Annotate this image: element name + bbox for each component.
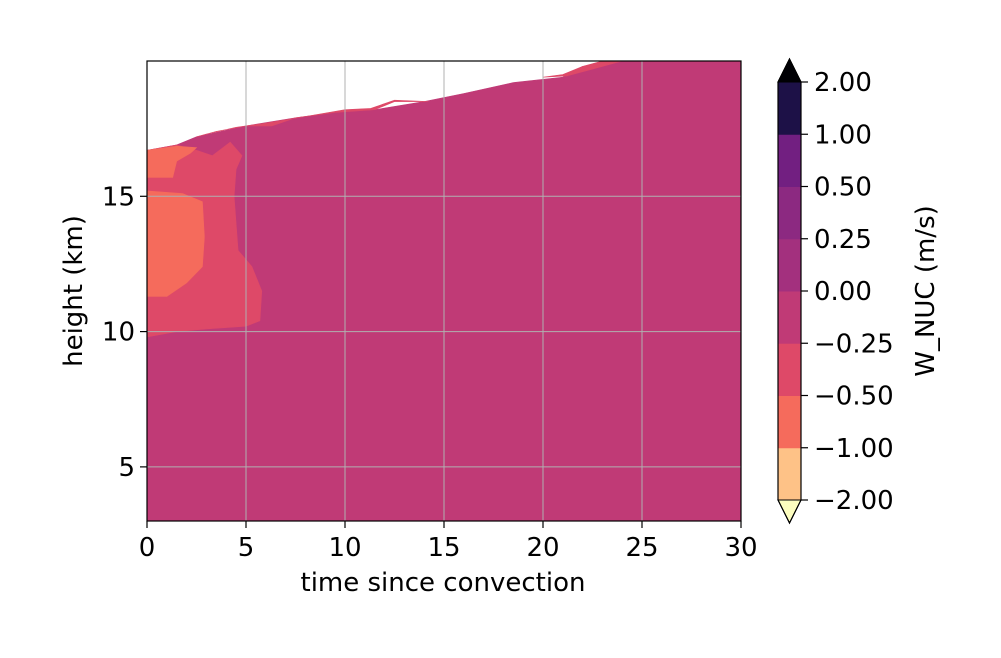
colorbar-segment xyxy=(778,447,801,501)
colorbar-segment xyxy=(778,186,801,240)
x-tick-label: 15 xyxy=(427,533,460,563)
colorbar-tick-label: −0.50 xyxy=(814,382,894,412)
contour-region-5 xyxy=(147,145,198,178)
y-tick-label: 5 xyxy=(118,453,135,483)
colorbar-segment xyxy=(778,82,801,135)
grid-lines xyxy=(147,61,741,521)
colorbar-extend-low xyxy=(777,499,802,525)
colorbar-segment xyxy=(778,343,801,396)
y-axis-ticks: 5 10 15 xyxy=(102,182,147,483)
colorbar-tick-label: 0.50 xyxy=(814,173,872,203)
contour-region-3 xyxy=(542,61,623,78)
x-tick-label: 20 xyxy=(526,533,559,563)
colorbar-tick-label: 0.25 xyxy=(814,225,872,255)
colorbar-segment xyxy=(778,238,801,292)
y-axis-label: height (km) xyxy=(59,215,89,367)
colorbar-tick-label: 2.00 xyxy=(814,68,872,98)
x-tick-label: 10 xyxy=(328,533,361,563)
colorbar-segment xyxy=(778,395,801,449)
colorbar-tick-label: −0.25 xyxy=(814,329,894,359)
x-tick-label: 30 xyxy=(724,533,757,563)
colorbar-tick-label: 0.00 xyxy=(814,277,872,307)
x-tick-label: 5 xyxy=(238,533,255,563)
y-tick-label: 10 xyxy=(102,318,135,348)
x-tick-label: 25 xyxy=(625,533,658,563)
contour-region-4 xyxy=(147,190,205,297)
colorbar: −2.00 −1.00 −0.50 −0.25 0.00 0.25 0.50 1.00 2.00 xyxy=(777,57,894,525)
colorbar-segment xyxy=(778,134,801,187)
colorbar-extend-high xyxy=(777,57,802,83)
colorbar-tick-label: −2.00 xyxy=(814,486,894,516)
colorbar-tick-label: 1.00 xyxy=(814,120,872,150)
x-tick-label: 0 xyxy=(139,533,156,563)
colorbar-segment xyxy=(778,291,801,344)
colorbar-tick-label: −1.00 xyxy=(814,434,894,464)
x-axis-label: time since convection xyxy=(301,568,586,598)
contour-region-2 xyxy=(196,99,429,138)
y-tick-label: 15 xyxy=(102,182,135,212)
x-axis-ticks: 0 5 10 15 20 25 30 xyxy=(139,521,758,563)
colorbar-label: W_NUC (m/s) xyxy=(911,205,941,377)
